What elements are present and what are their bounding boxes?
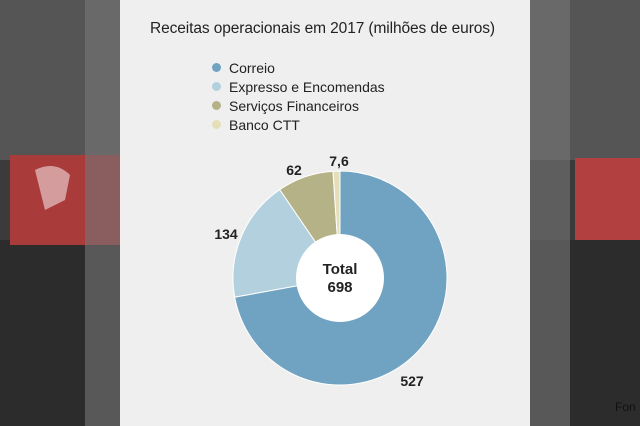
slice-label-expresso: 134 (214, 226, 238, 242)
legend-swatch-banco (212, 120, 221, 129)
source-label: Fon (615, 400, 636, 414)
legend-label-banco: Banco CTT (229, 116, 300, 133)
donut-hole (296, 234, 384, 322)
chart-legend: Correio Expresso e Encomendas Serviços F… (212, 58, 385, 134)
center-value: 698 (327, 279, 352, 296)
legend-item-servicos: Serviços Financeiros (212, 96, 385, 115)
legend-swatch-correio (212, 63, 221, 72)
legend-swatch-expresso (212, 82, 221, 91)
slice-label-correio: 527 (400, 373, 424, 389)
legend-item-expresso: Expresso e Encomendas (212, 77, 385, 96)
legend-label-expresso: Expresso e Encomendas (229, 78, 385, 95)
legend-item-banco: Banco CTT (212, 115, 385, 134)
legend-item-correio: Correio (212, 58, 385, 77)
slice-label-servicos: 62 (286, 162, 302, 178)
center-title: Total (323, 261, 358, 278)
slice-label-banco: 7,6 (329, 153, 349, 169)
legend-label-servicos: Serviços Financeiros (229, 97, 359, 114)
legend-swatch-servicos (212, 101, 221, 110)
chart-title: Receitas operacionais em 2017 (milhões d… (150, 20, 495, 37)
legend-label-correio: Correio (229, 59, 275, 76)
